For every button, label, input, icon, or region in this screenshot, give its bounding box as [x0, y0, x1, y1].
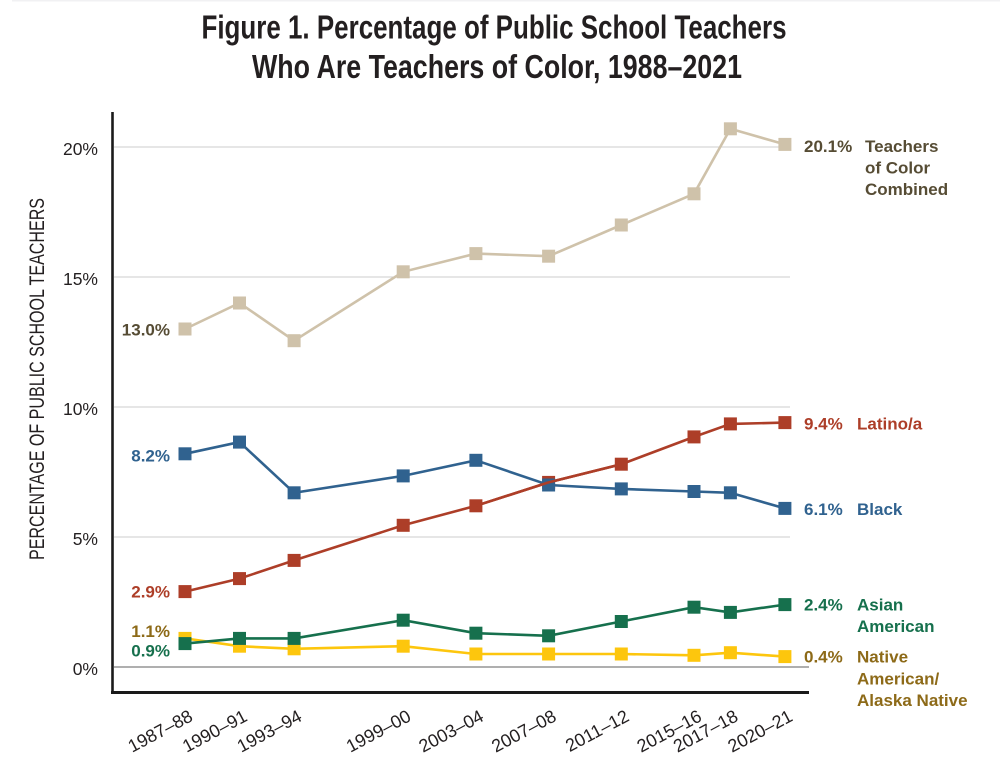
svg-text:Teachers: Teachers — [865, 137, 938, 156]
svg-text:Figure 1. Percentage of Public: Figure 1. Percentage of Public School Te… — [202, 9, 787, 46]
svg-text:13.0%: 13.0% — [122, 320, 170, 339]
svg-text:Latino/a: Latino/a — [857, 414, 923, 433]
svg-text:10%: 10% — [63, 399, 98, 419]
svg-text:0%: 0% — [73, 659, 98, 679]
svg-text:of Color: of Color — [865, 159, 931, 178]
svg-text:2.9%: 2.9% — [131, 583, 170, 602]
svg-text:PERCENTAGE OF PUBLIC SCHOOL TE: PERCENTAGE OF PUBLIC SCHOOL TEACHERS — [26, 198, 49, 560]
svg-text:Who Are Teachers of Color, 198: Who Are Teachers of Color, 1988–2021 — [252, 48, 742, 85]
svg-text:20.1%: 20.1% — [804, 137, 852, 156]
svg-text:5%: 5% — [73, 529, 98, 549]
svg-text:20%: 20% — [63, 139, 98, 159]
svg-text:15%: 15% — [63, 269, 98, 289]
svg-text:Asian: Asian — [857, 596, 903, 615]
svg-text:Black: Black — [857, 500, 903, 519]
svg-text:Alaska Native: Alaska Native — [857, 691, 968, 710]
svg-text:American/: American/ — [857, 669, 939, 688]
svg-text:2.4%: 2.4% — [804, 596, 843, 615]
svg-text:Combined: Combined — [865, 180, 948, 199]
svg-text:Native: Native — [857, 648, 908, 667]
svg-text:6.1%: 6.1% — [804, 500, 843, 519]
svg-text:1.1%: 1.1% — [131, 622, 170, 641]
svg-text:0.4%: 0.4% — [804, 648, 843, 667]
svg-text:0.9%: 0.9% — [131, 641, 170, 660]
svg-text:American: American — [857, 617, 934, 636]
svg-text:8.2%: 8.2% — [131, 446, 170, 465]
svg-text:9.4%: 9.4% — [804, 414, 843, 433]
